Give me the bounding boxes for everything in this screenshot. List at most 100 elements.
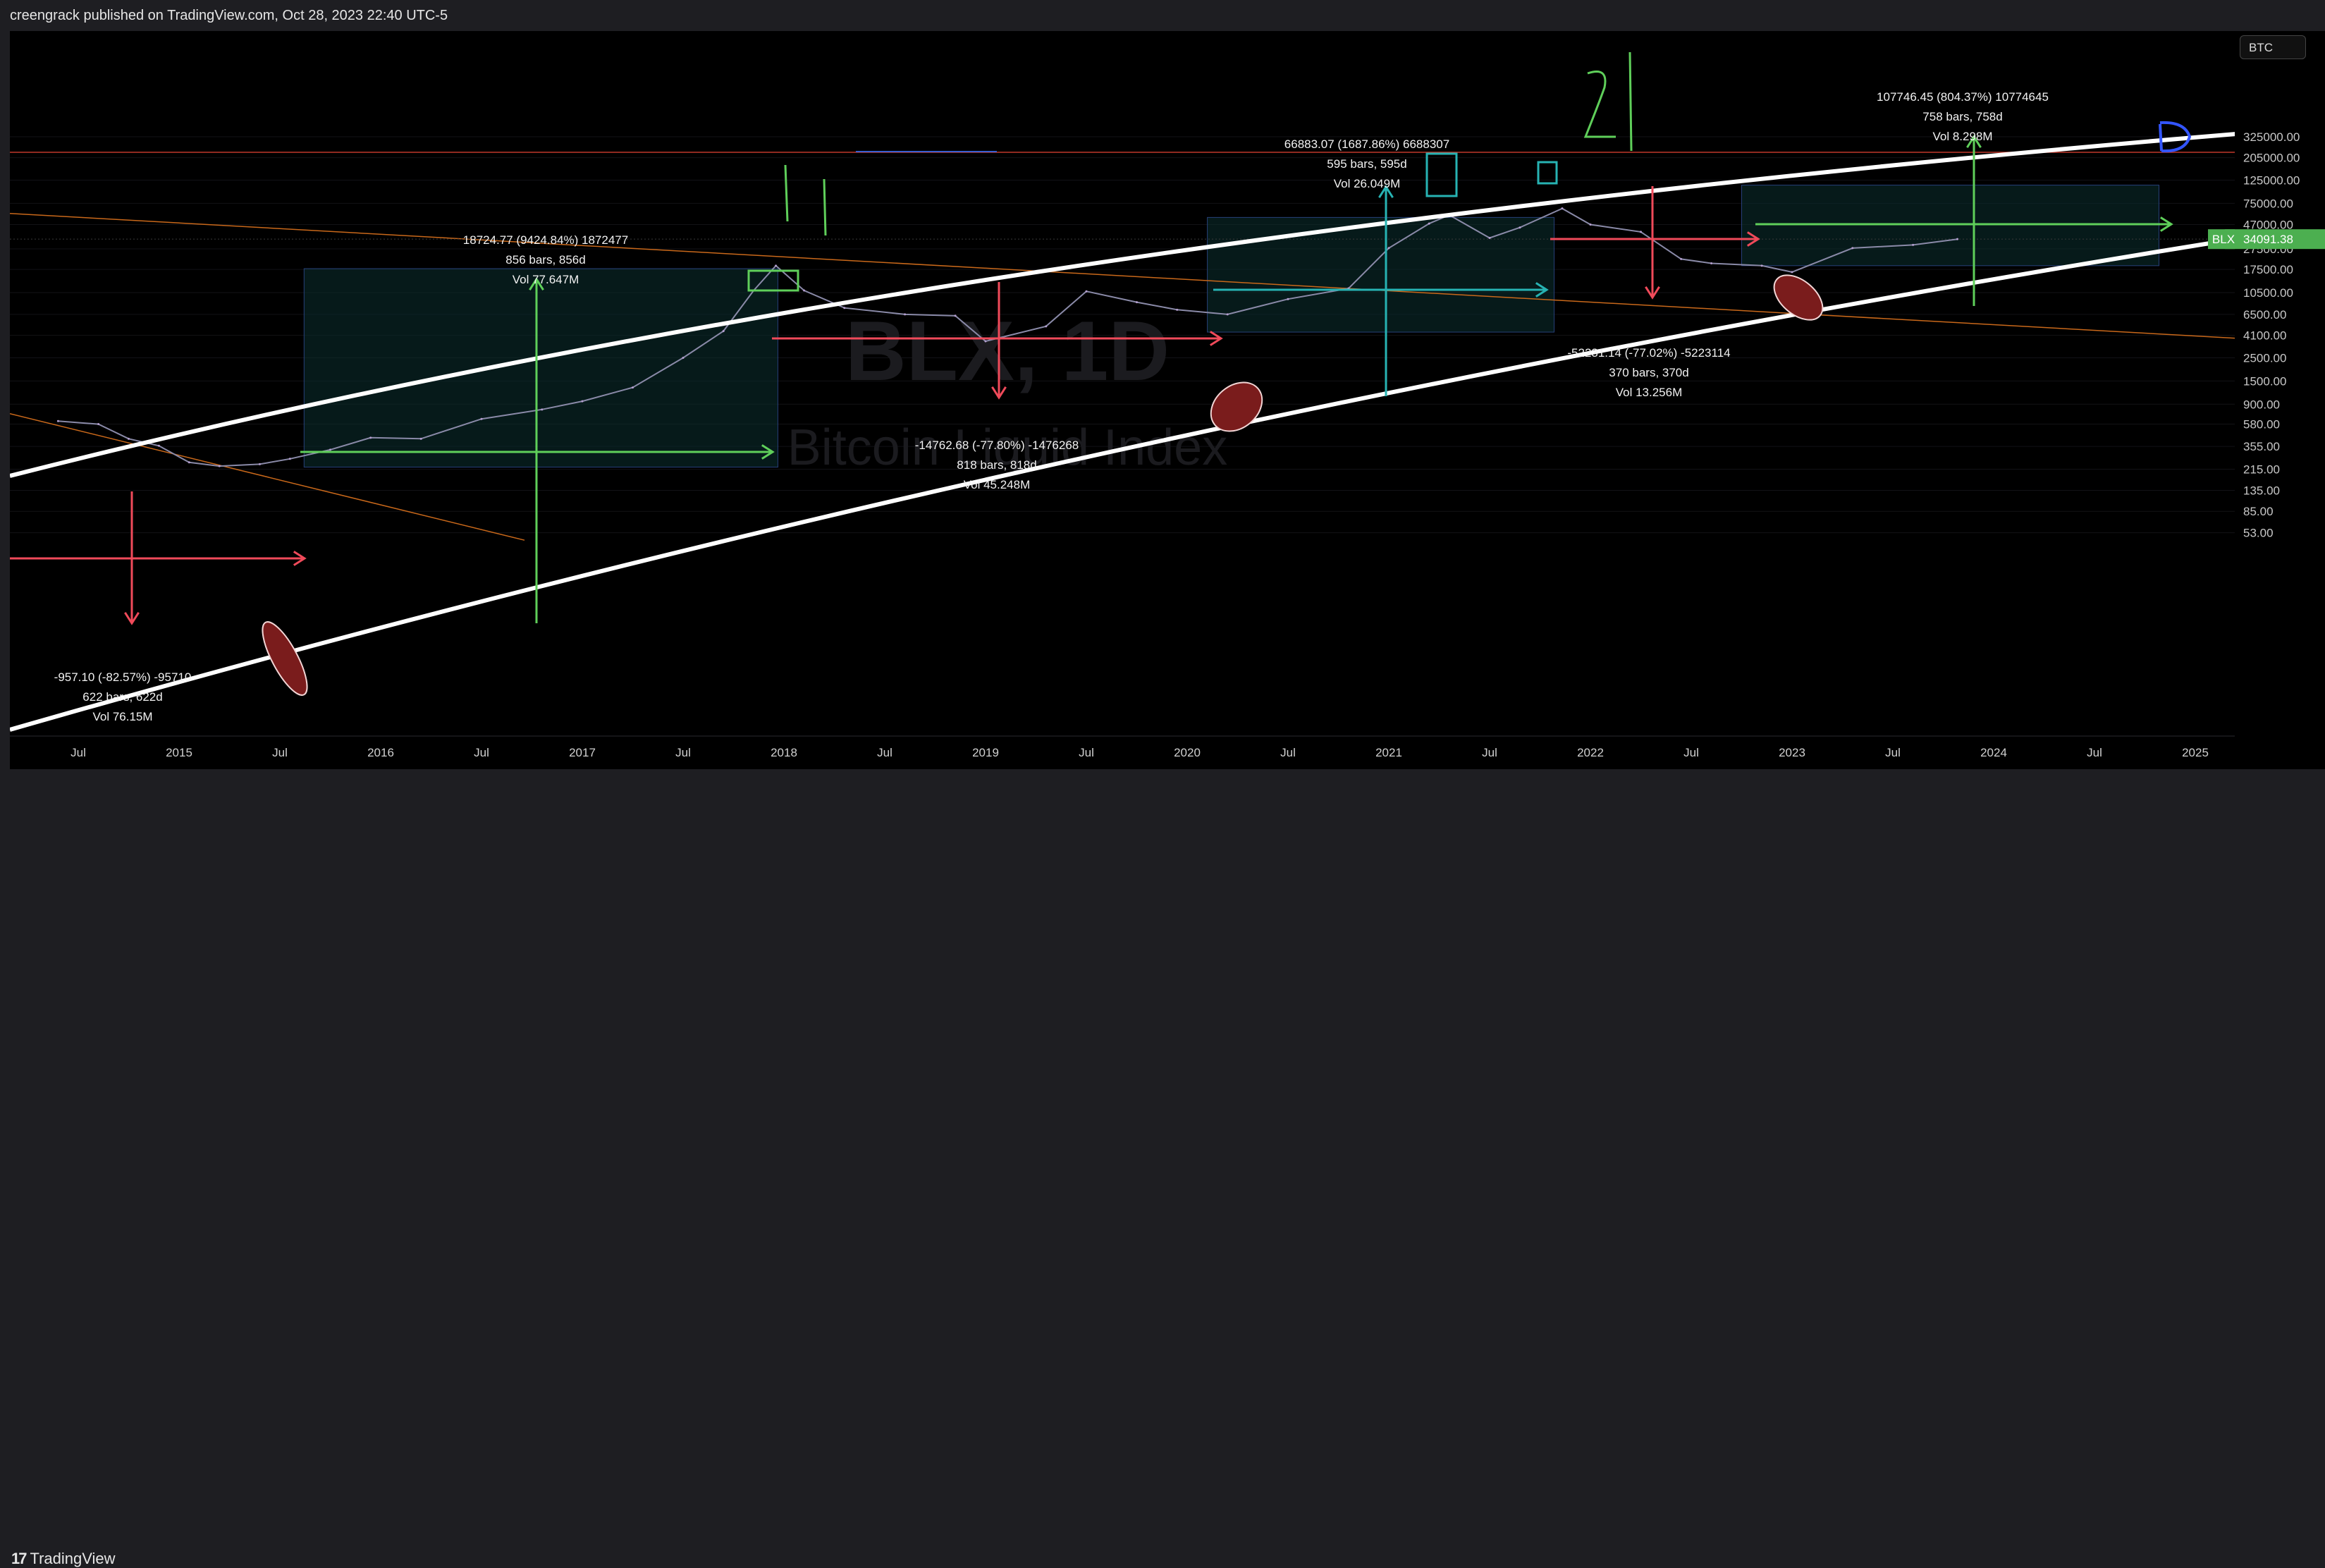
handwritten-mark-3 <box>2159 121 2192 153</box>
price-point <box>632 386 634 389</box>
brand-label: TradingView <box>30 1550 116 1567</box>
drawdown-arrow-v-head <box>124 611 140 625</box>
price-point <box>218 465 221 467</box>
rally-arrow-v-head <box>529 277 544 291</box>
y-tick-label: 2500.00 <box>2243 351 2286 365</box>
tradingview-brand[interactable]: 17 TradingView <box>11 1550 116 1568</box>
y-tick-label: 1500.00 <box>2243 374 2286 388</box>
x-tick-label: 2019 <box>972 746 999 759</box>
measure-label: 622 bars, 622d <box>82 690 162 704</box>
price-point <box>541 408 544 411</box>
price-tag-value-bg <box>2235 229 2325 250</box>
handwritten-mark-2 <box>1583 71 1616 138</box>
price-point <box>682 356 685 359</box>
y-tick-label: 10500.00 <box>2243 286 2293 300</box>
rally-arrow-v-head <box>1378 185 1394 199</box>
price-point <box>1680 257 1683 260</box>
channel-upper <box>9 131 2245 478</box>
x-tick-label: 2021 <box>1375 746 1402 759</box>
price-point <box>1428 222 1430 225</box>
touch-ellipse <box>262 621 308 696</box>
price-point <box>369 436 372 439</box>
y-tick-label: 135.00 <box>2243 484 2280 497</box>
measure-label: 66883.07 (1687.86%) 6688307 <box>1284 137 1449 151</box>
rally-arrow-h-head <box>1535 282 1549 298</box>
price-point <box>128 437 130 440</box>
measure-box <box>1207 216 1555 333</box>
rally-arrow-v-head <box>1966 135 1982 149</box>
x-tick-label: 2015 <box>166 746 192 759</box>
price-point <box>329 448 331 451</box>
x-tick-label: 2022 <box>1577 746 1604 759</box>
y-tick-label: 125000.00 <box>2243 174 2300 188</box>
price-axis[interactable]: 325000.00 205000.00 125000.00 75000.00 47000… <box>2235 31 2325 769</box>
rally-arrow-h-head <box>2159 216 2173 232</box>
tradingview-logo-icon: 17 <box>11 1550 27 1567</box>
x-tick-label: Jul <box>1280 746 1296 759</box>
y-tick-label: 85.00 <box>2243 505 2274 518</box>
drawdown-arrow-h-head <box>293 551 307 566</box>
x-tick-label: Jul <box>675 746 691 759</box>
symbol-badge[interactable]: BTC <box>2240 35 2306 59</box>
x-tick-label: Jul <box>2087 746 2102 759</box>
price-point <box>984 340 987 343</box>
x-tick-label: Jul <box>1885 746 1901 759</box>
rally-arrow-h-head <box>761 444 775 460</box>
y-tick-label: 580.00 <box>2243 418 2280 431</box>
measure-label: Vol 45.248M <box>964 478 1031 491</box>
price-point <box>1176 308 1179 311</box>
y-tick-label: 53.00 <box>2243 527 2274 540</box>
price-point <box>1956 238 1959 240</box>
x-tick-label: 2024 <box>1980 746 2007 759</box>
price-point <box>843 307 846 310</box>
peak-marker <box>1425 152 1458 197</box>
x-tick-label: 2020 <box>1174 746 1201 759</box>
drawdown-arrow-v-head <box>991 386 1007 400</box>
price-point <box>1561 207 1564 210</box>
price-point <box>954 314 957 317</box>
x-tick-label: Jul <box>474 746 489 759</box>
y-tick-label: 6500.00 <box>2243 308 2286 321</box>
price-point <box>1519 226 1521 229</box>
y-tick-label: 900.00 <box>2243 398 2280 411</box>
price-point <box>1387 247 1390 250</box>
measure-label: 758 bars, 758d <box>1922 110 2002 123</box>
x-tick-label: Jul <box>272 746 288 759</box>
price-point <box>56 419 59 422</box>
trendline-orange <box>9 413 525 541</box>
y-tick-label: 325000.00 <box>2243 130 2300 144</box>
x-tick-label: 2025 <box>2182 746 2209 759</box>
price-point <box>1710 262 1713 265</box>
measure-label: Vol 76.15M <box>92 710 152 723</box>
publish-info: creengrack published on TradingView.com,… <box>10 8 448 23</box>
touch-ellipse <box>1210 381 1263 432</box>
price-tag-value: 34091.38 <box>2243 233 2293 246</box>
price-axis-svg: 325000.00 205000.00 125000.00 75000.00 47000… <box>2235 130 2325 540</box>
price-point <box>288 458 291 460</box>
price-point <box>97 423 100 426</box>
touch-ellipse <box>1773 274 1824 321</box>
watermark-name: Bitcoin Liquid Index <box>787 419 1227 476</box>
y-tick-label: 75000.00 <box>2243 197 2293 210</box>
x-tick-label: Jul <box>1683 746 1699 759</box>
chart-area[interactable]: BLX, 1D Bitcoin Liquid Index -957.10 (-82.… <box>0 31 2245 769</box>
x-tick-label: 2023 <box>1779 746 1805 759</box>
y-tick-label: 355.00 <box>2243 440 2280 453</box>
measure-label: Vol 77.647M <box>513 273 579 286</box>
footer-bar: 17 TradingView <box>0 769 2325 1567</box>
drawdown-arrow-v-head <box>1645 286 1660 300</box>
measure-label: Vol 8.298M <box>1932 130 1992 143</box>
handwritten-mark-2 <box>1628 51 1633 152</box>
peak-marker <box>747 269 799 292</box>
price-point <box>1287 298 1289 300</box>
price-point <box>803 289 806 292</box>
chart-svg[interactable]: BLX, 1D Bitcoin Liquid Index -957.10 (-82.… <box>0 31 2245 769</box>
measure-label: -957.10 (-82.57%) -95710 <box>54 670 192 684</box>
measure-box <box>303 268 778 468</box>
x-tick-label: Jul <box>1482 746 1497 759</box>
drawdown-arrow-h-head <box>1746 231 1760 247</box>
measure-label: 107746.45 (804.37%) 10774645 <box>1877 90 2049 104</box>
trendline-orange <box>9 213 2245 340</box>
price-point <box>1085 290 1088 293</box>
y-tick-label: 17500.00 <box>2243 263 2293 276</box>
